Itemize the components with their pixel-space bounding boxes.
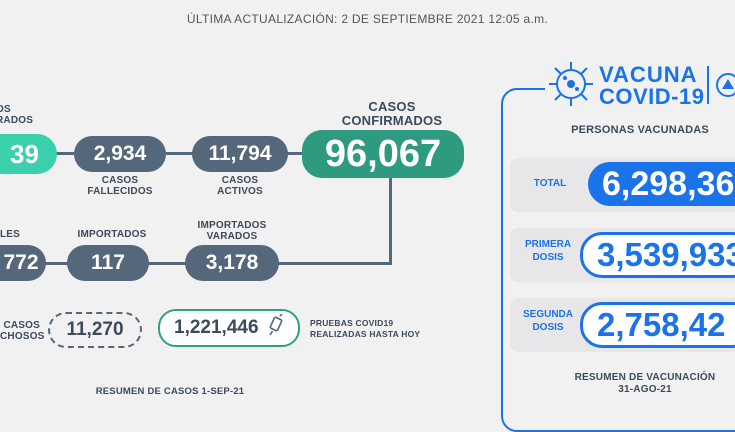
pruebas-label: PRUEBAS COVID19 REALIZADAS HASTA HOY: [310, 318, 421, 339]
fallecidos-label: CASOS FALLECIDOS: [87, 175, 153, 197]
activos-label: CASOS ACTIVOS: [217, 175, 263, 197]
fallecidos-pill: 2,934: [74, 136, 166, 172]
pruebas-value: 1,221,446: [174, 317, 259, 338]
segunda-label: SEGUNDA DOSIS: [522, 309, 573, 333]
total-value: 6,298,36: [602, 164, 735, 203]
importados-pill: 117: [67, 245, 149, 281]
recovered-value: 39: [10, 138, 39, 169]
primera-pill: 3,539,933: [580, 232, 735, 278]
sospechosos-value: 11,270: [66, 319, 124, 340]
locales-value: 772: [3, 251, 39, 274]
syringe-icon: [267, 313, 285, 342]
resumen-casos: RESUMEN DE CASOS 1-SEP-21: [95, 386, 245, 397]
connector-line: [389, 178, 392, 264]
logo-divider: [707, 66, 709, 104]
segunda-pill: 2,758,42: [580, 302, 735, 348]
activos-value: 11,794: [208, 142, 272, 165]
vaccine-logo: VACUNA COVID-19: [545, 60, 735, 110]
varados-value: 3,178: [205, 251, 259, 274]
sospechosos-box: 11,270: [48, 312, 142, 348]
fallecidos-value: 2,934: [93, 142, 147, 165]
primera-value: 3,539,933: [597, 236, 735, 273]
activos-pill: 11,794: [192, 136, 288, 172]
importados-label: IMPORTADOS: [77, 229, 147, 240]
last-update-text: ÚLTIMA ACTUALIZACIÓN: 2 DE SEPTIEMBRE 20…: [186, 12, 549, 26]
varados-pill: 3,178: [185, 245, 279, 281]
total-pill: 6,298,36: [588, 162, 735, 206]
personas-vacunadas-label: PERSONAS VACUNADAS: [571, 124, 709, 136]
logo-word-covid: COVID-19: [599, 84, 705, 109]
primera-label: PRIMERA DOSIS: [524, 239, 572, 263]
importados-value: 117: [91, 251, 125, 274]
coat-of-arms-icon: [715, 72, 735, 103]
virus-icon: [547, 60, 595, 113]
segunda-value: 2,758,42: [597, 306, 726, 343]
recovered-label: OS RADOS: [0, 104, 34, 126]
total-label: TOTAL: [533, 178, 567, 189]
connector-line: [40, 152, 320, 155]
confirmados-value: 96,067: [324, 132, 442, 175]
resumen-vacunacion: RESUMEN DE VACUNACIÓN 31-AGO-21: [574, 372, 716, 395]
sospechosos-label: CASOS CHOSOS: [0, 320, 45, 342]
confirmados-label: CASOS CONFIRMADOS: [341, 99, 443, 128]
locales-label: LES: [0, 229, 21, 240]
pruebas-box: 1,221,446: [158, 309, 300, 347]
locales-pill: 772: [0, 245, 46, 281]
recovered-pill: 39: [0, 134, 57, 174]
logo-word-vacuna: VACUNA: [599, 62, 698, 87]
varados-label: IMPORTADOS VARADOS: [197, 220, 267, 242]
confirmados-pill: 96,067: [302, 130, 464, 178]
